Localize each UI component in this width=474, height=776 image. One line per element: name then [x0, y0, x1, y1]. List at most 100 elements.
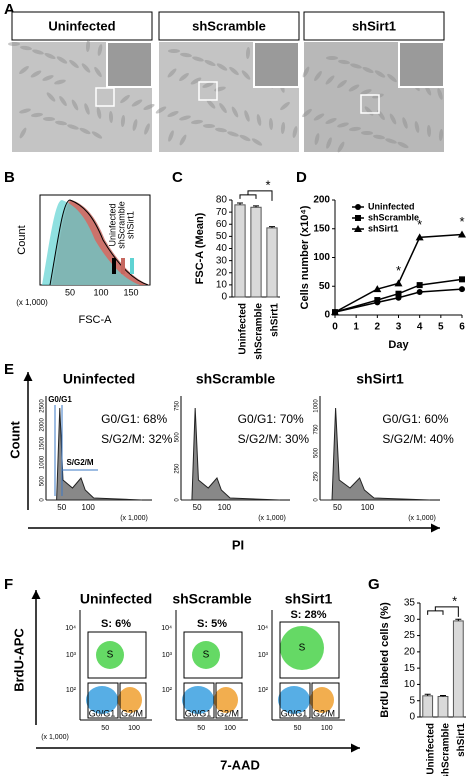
phase-percent: G0/G1: 68%: [101, 412, 167, 426]
gate: [279, 621, 340, 679]
cell: [206, 99, 216, 109]
y-tick-label: 30: [404, 614, 416, 625]
cell: [203, 123, 215, 129]
cell: [71, 99, 79, 111]
gate-label: G0/G1: [281, 708, 308, 718]
cell: [231, 106, 239, 118]
cell: [229, 66, 239, 76]
x-unit: (x 1,000): [408, 515, 436, 522]
y-tick-label: 30: [216, 255, 228, 266]
error-bar: [455, 618, 462, 621]
cell: [84, 103, 90, 115]
x-tick-label: 50: [193, 503, 202, 512]
gate: [215, 682, 243, 719]
plot-title: shScramble: [196, 371, 276, 387]
cell: [8, 42, 20, 46]
phase-percent: G0/G1: 70%: [238, 412, 304, 426]
x-axis-label: PI: [232, 537, 244, 552]
image-label: shSirt1: [352, 18, 396, 33]
cell: [426, 125, 432, 137]
gate: [87, 682, 119, 719]
y-tick-label: 100: [313, 252, 330, 263]
x-unit: (x 1,000): [16, 298, 48, 307]
gate: [183, 631, 243, 679]
cell: [374, 70, 386, 78]
gate-label: S: [203, 650, 210, 661]
x-tick-label: Uninfected: [238, 303, 249, 355]
cell: [438, 129, 444, 141]
cell: [292, 126, 298, 138]
cell: [337, 122, 349, 128]
marker: [458, 230, 466, 238]
x-tick-label: 6: [459, 322, 465, 333]
panel-letter: B: [4, 169, 15, 186]
cell: [349, 126, 361, 132]
x-tick-label: 50: [294, 725, 302, 732]
gate-label: G2/M: [313, 708, 335, 718]
marker: [415, 233, 424, 241]
cell: [108, 111, 114, 123]
y-tick-label: 60: [216, 219, 228, 230]
cell: [362, 66, 374, 74]
legend-label: shScramble: [368, 212, 419, 222]
cell: [155, 106, 167, 114]
plot-title: Uninfected: [63, 371, 135, 387]
marker: [394, 279, 403, 287]
significance-star: *: [265, 177, 270, 192]
gate-label: S: [107, 650, 114, 661]
x-tick-label: 100: [82, 503, 96, 512]
marker: [459, 276, 465, 283]
x-tick-label: 2: [375, 322, 381, 333]
gate-percent: S: 28%: [290, 609, 326, 621]
cell: [256, 114, 262, 126]
y-tick-label: 10: [216, 280, 228, 291]
histogram: [42, 200, 140, 285]
y-tick-label: 10³: [162, 652, 173, 659]
cell: [67, 124, 79, 130]
plot-title: shSirt1: [285, 591, 333, 607]
y-tick-label: 70: [216, 207, 228, 218]
error-bar: [253, 205, 259, 208]
y-tick-label: 500: [175, 432, 181, 443]
x-tick-label: Uninfected: [425, 723, 436, 775]
cell: [192, 56, 204, 62]
cell: [31, 112, 43, 118]
y-tick-label: 250: [314, 471, 320, 482]
histogram: [46, 407, 143, 501]
marker: [395, 290, 402, 297]
y-tick-label: 10: [404, 679, 416, 690]
marker: [416, 289, 423, 295]
x-tick-label: 50: [57, 503, 66, 512]
y-tick-label: 150: [313, 223, 330, 234]
legend-swatch: [130, 258, 134, 274]
marker: [374, 297, 381, 304]
cell: [348, 84, 360, 92]
error-bar: [440, 695, 446, 697]
y-tick-label: 10²: [66, 687, 77, 694]
x-unit: (x 1,000): [120, 515, 148, 522]
y-tick-label: 0: [221, 292, 227, 303]
y-tick-label: 40: [216, 243, 228, 254]
cell: [94, 66, 102, 78]
gate: [87, 631, 147, 679]
label-box: [303, 11, 445, 41]
y-tick-label: 1000: [40, 455, 46, 469]
cell: [372, 93, 384, 99]
phase-percent: S/G2/M: 40%: [382, 432, 454, 446]
gate: [311, 682, 340, 719]
x-tick-label: shSirt1: [270, 303, 281, 337]
cell: [120, 115, 126, 127]
y-tick-label: 10⁴: [257, 625, 268, 632]
x-tick-label: shScramble: [254, 303, 265, 360]
y-tick-label: 15: [404, 663, 416, 674]
inset: [106, 41, 153, 88]
panel-letter: D: [296, 169, 307, 186]
marker: [355, 215, 361, 221]
x-tick-label: 100: [128, 725, 140, 732]
panel-letter: E: [4, 361, 14, 378]
histogram: [181, 407, 281, 501]
cell: [180, 52, 192, 58]
x-tick-label: 50: [333, 503, 342, 512]
cell: [397, 141, 409, 149]
y-axis-label: FSC-A (Mean): [194, 212, 206, 284]
